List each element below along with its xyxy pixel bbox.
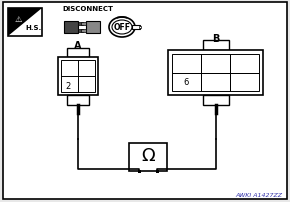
Bar: [230, 55, 259, 73]
Bar: [168, 51, 263, 96]
Text: 6: 6: [184, 78, 189, 87]
Bar: [81, 30, 86, 33]
Bar: [86, 22, 100, 34]
Bar: [61, 61, 95, 93]
Bar: [81, 23, 86, 26]
Bar: [64, 22, 78, 34]
Bar: [67, 96, 89, 105]
Polygon shape: [8, 9, 42, 37]
Text: 2: 2: [65, 82, 71, 90]
Ellipse shape: [112, 21, 132, 35]
Bar: [202, 41, 229, 51]
Bar: [78, 30, 83, 33]
Bar: [67, 49, 89, 58]
Bar: [58, 58, 98, 96]
Text: ⚠: ⚠: [14, 14, 22, 23]
Bar: [137, 170, 140, 173]
Text: DISCONNECT: DISCONNECT: [63, 6, 113, 12]
Text: AWKI A1427ZZ: AWKI A1427ZZ: [235, 192, 282, 197]
Bar: [78, 23, 83, 26]
Bar: [202, 96, 229, 105]
Text: Ω: Ω: [141, 146, 155, 164]
Text: H.S.: H.S.: [25, 25, 41, 31]
Bar: [155, 170, 159, 173]
Text: A: A: [74, 41, 82, 51]
Text: OFF: OFF: [113, 23, 130, 32]
Text: B: B: [212, 34, 219, 44]
Bar: [172, 73, 201, 92]
Bar: [129, 143, 167, 171]
Ellipse shape: [109, 18, 135, 38]
Bar: [139, 27, 141, 29]
Bar: [132, 26, 140, 30]
Bar: [8, 9, 42, 37]
Bar: [201, 55, 230, 73]
Bar: [172, 55, 201, 73]
Bar: [201, 73, 230, 92]
Bar: [230, 73, 259, 92]
